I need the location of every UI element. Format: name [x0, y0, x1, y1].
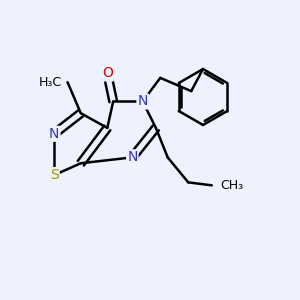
Text: N: N — [127, 150, 137, 164]
Text: N: N — [137, 94, 148, 108]
Text: CH₃: CH₃ — [221, 179, 244, 192]
Text: S: S — [50, 168, 59, 182]
Text: O: O — [102, 66, 113, 80]
Text: H₃C: H₃C — [38, 76, 62, 89]
Text: N: N — [49, 127, 59, 141]
